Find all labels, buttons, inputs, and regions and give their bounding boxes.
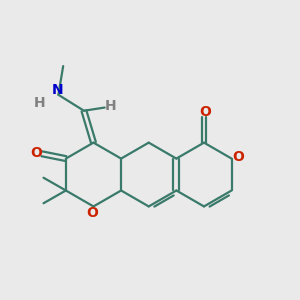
Text: H: H [34,96,46,110]
Text: O: O [86,206,98,220]
Text: N: N [51,83,63,98]
Text: O: O [232,150,244,164]
Text: O: O [199,105,211,119]
Text: O: O [30,146,42,160]
Text: H: H [105,99,117,113]
